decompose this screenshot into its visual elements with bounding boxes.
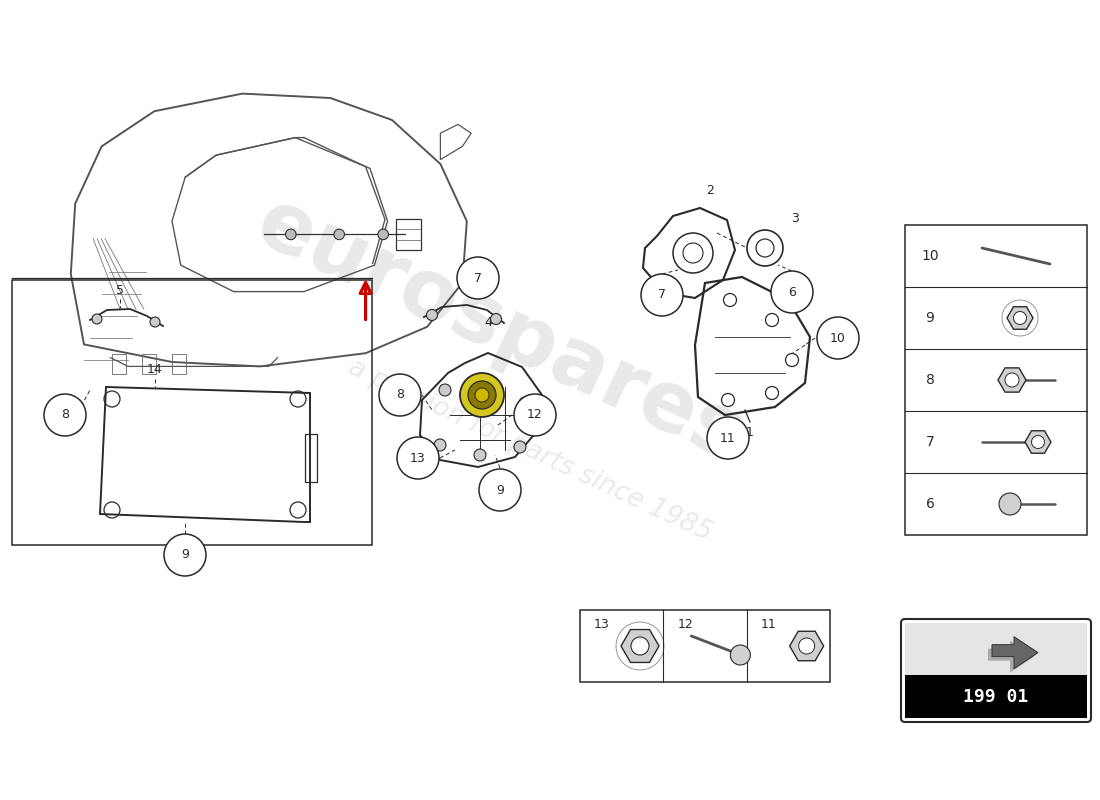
- Bar: [396, 218, 421, 250]
- Bar: [112, 354, 126, 374]
- Circle shape: [427, 310, 438, 321]
- Circle shape: [475, 388, 490, 402]
- Circle shape: [92, 314, 102, 324]
- Bar: [12, 280, 372, 545]
- Text: 13: 13: [594, 618, 609, 630]
- Circle shape: [286, 229, 296, 240]
- Text: 8: 8: [396, 389, 404, 402]
- Circle shape: [491, 314, 502, 325]
- Circle shape: [999, 493, 1021, 515]
- Text: 10: 10: [830, 331, 846, 345]
- Circle shape: [771, 271, 813, 313]
- Text: 3: 3: [791, 211, 799, 225]
- Bar: [172, 354, 186, 374]
- Circle shape: [766, 314, 779, 326]
- Circle shape: [631, 637, 649, 655]
- Circle shape: [722, 394, 735, 406]
- Text: 9: 9: [182, 549, 189, 562]
- Polygon shape: [1006, 306, 1033, 330]
- Circle shape: [1013, 311, 1026, 325]
- Circle shape: [397, 437, 439, 479]
- Circle shape: [150, 317, 160, 327]
- Polygon shape: [1025, 430, 1050, 454]
- Circle shape: [44, 394, 86, 436]
- Circle shape: [730, 645, 750, 665]
- Circle shape: [707, 417, 749, 459]
- Circle shape: [1005, 373, 1019, 387]
- Polygon shape: [998, 368, 1026, 392]
- Text: 13: 13: [410, 451, 426, 465]
- Text: a passion for parts since 1985: a passion for parts since 1985: [344, 354, 716, 546]
- Circle shape: [785, 354, 799, 366]
- Text: 1: 1: [746, 426, 754, 439]
- Text: 6: 6: [925, 497, 934, 511]
- Text: 10: 10: [921, 249, 938, 263]
- Bar: [305, 434, 317, 482]
- Circle shape: [468, 381, 496, 409]
- Polygon shape: [988, 641, 1034, 673]
- Circle shape: [434, 439, 446, 451]
- Text: 12: 12: [527, 409, 543, 422]
- Circle shape: [519, 397, 531, 409]
- Text: 8: 8: [60, 409, 69, 422]
- Text: 12: 12: [678, 618, 693, 630]
- Bar: [580, 610, 830, 682]
- Circle shape: [378, 229, 388, 240]
- Text: 11: 11: [720, 431, 736, 445]
- Circle shape: [766, 386, 779, 399]
- Text: 7: 7: [658, 289, 666, 302]
- Text: 14: 14: [147, 362, 163, 375]
- Circle shape: [641, 274, 683, 316]
- Polygon shape: [992, 637, 1038, 669]
- Text: 11: 11: [761, 618, 777, 630]
- Bar: [905, 675, 1087, 718]
- Circle shape: [456, 257, 499, 299]
- Circle shape: [1032, 435, 1045, 449]
- Polygon shape: [790, 631, 824, 661]
- Circle shape: [334, 229, 344, 240]
- Text: 9: 9: [925, 311, 934, 325]
- Text: 7: 7: [474, 271, 482, 285]
- Circle shape: [799, 638, 815, 654]
- Circle shape: [514, 441, 526, 453]
- Bar: [905, 623, 1087, 675]
- Circle shape: [379, 374, 421, 416]
- Circle shape: [439, 384, 451, 396]
- Text: 4: 4: [484, 315, 492, 329]
- Text: 2: 2: [706, 183, 714, 197]
- Circle shape: [460, 373, 504, 417]
- Circle shape: [474, 449, 486, 461]
- Polygon shape: [621, 630, 659, 662]
- Circle shape: [817, 317, 859, 359]
- Text: 5: 5: [116, 283, 124, 297]
- Text: 199 01: 199 01: [964, 688, 1028, 706]
- Text: 7: 7: [925, 435, 934, 449]
- Bar: [142, 354, 156, 374]
- Circle shape: [478, 469, 521, 511]
- Circle shape: [724, 294, 737, 306]
- Text: 9: 9: [496, 483, 504, 497]
- Text: eurospares: eurospares: [244, 182, 757, 478]
- Circle shape: [514, 394, 556, 436]
- Bar: [905, 225, 1087, 535]
- Circle shape: [164, 534, 206, 576]
- Text: 6: 6: [788, 286, 796, 298]
- Text: 5: 5: [473, 274, 481, 286]
- Text: 8: 8: [925, 373, 934, 387]
